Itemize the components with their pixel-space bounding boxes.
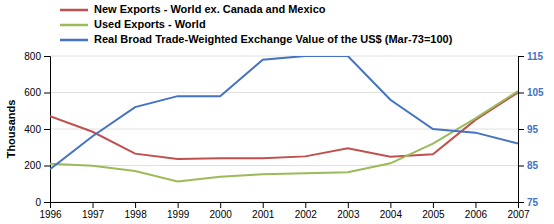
tick-label: 800 [24,51,41,62]
tick-mark [44,129,50,130]
tick-label: 115 [527,51,544,62]
series-line [50,93,518,160]
tick-label: 1997 [82,209,105,220]
tick: 1999 [167,202,190,220]
tick-label: 200 [24,160,41,171]
axis-line [51,203,519,209]
tick: 2000 [210,202,233,220]
legend: New Exports - World ex. Canada and Mexic… [60,3,453,45]
tick: 1996 [39,202,62,220]
tick-mark [518,166,524,167]
axis-line [519,57,525,203]
tick-label: 2005 [422,209,445,220]
tick-mark [93,202,94,208]
axis-line [44,57,51,203]
tick: 400 [24,124,50,135]
tick-mark [44,166,50,167]
tick: 1998 [124,202,147,220]
tick-label: 2003 [337,209,360,220]
tick-mark [44,93,50,94]
tick-label: 1998 [124,209,147,220]
tick-label: 2001 [252,209,275,220]
tick-label: 75 [527,197,539,208]
tick-label: 2006 [465,209,488,220]
tick-label: 2004 [380,209,403,220]
tick: 105 [518,87,544,98]
tick-label: 105 [527,87,544,98]
tick-label: 95 [527,124,539,135]
legend-swatch [60,24,88,27]
grid-line [50,165,518,166]
tick-mark [44,56,50,57]
legend-label: Real Broad Trade-Weighted Exchange Value… [94,33,453,45]
chart: 1996199719981999200020012002200320042005… [0,0,554,224]
legend-label: Used Exports - World [94,18,206,30]
grid [50,56,518,202]
legend-swatch [60,9,88,12]
tick-mark [433,202,434,208]
tick: 115 [518,51,544,62]
y-axis-title: Thousands [5,100,17,159]
tick-label: 2002 [295,209,318,220]
tick-mark [518,129,524,130]
tick-label: 1999 [167,209,190,220]
tick-mark [44,202,50,203]
tick-label: 400 [24,124,41,135]
grid-line [50,92,518,93]
tick-label: 600 [24,87,41,98]
tick: 800 [24,51,50,62]
tick: 95 [518,124,539,135]
tick-mark [518,93,524,94]
y2-axis: 75 85 95 105 115 [518,51,544,208]
tick: 600 [24,87,50,98]
tick-label: 1996 [39,209,62,220]
tick: 1997 [82,202,105,220]
tick: 2004 [380,202,403,220]
tick: 200 [24,160,50,171]
tick-mark [348,202,349,208]
grid-line [50,56,518,57]
tick: 75 [518,197,539,208]
tick-mark [390,202,391,208]
tick: 2006 [465,202,488,220]
tick: 85 [518,160,539,171]
tick-mark [518,56,524,57]
tick-label: 0 [35,197,41,208]
tick-mark [263,202,264,208]
tick-label: 85 [527,160,539,171]
y-axis: 0 200 400 600 800 [24,51,50,208]
tick: 2005 [422,202,445,220]
tick-label: 2007 [507,209,530,220]
tick-mark [178,202,179,208]
plot-area [50,56,518,182]
tick-mark [475,202,476,208]
tick-mark [305,202,306,208]
legend-label: New Exports - World ex. Canada and Mexic… [94,3,326,15]
tick-label: 2000 [210,209,233,220]
x-axis: 1996 1997 1998 1999 2000 2001 2002 2003 2004 2005… [39,202,530,220]
tick-mark [135,202,136,208]
tick-mark [220,202,221,208]
tick: 0 [35,197,50,208]
series-line [50,56,518,169]
tick-mark [518,202,524,203]
tick: 2001 [252,202,275,220]
tick: 2002 [295,202,318,220]
tick: 2003 [337,202,360,220]
series-line [50,91,518,182]
legend-swatch [60,39,88,42]
